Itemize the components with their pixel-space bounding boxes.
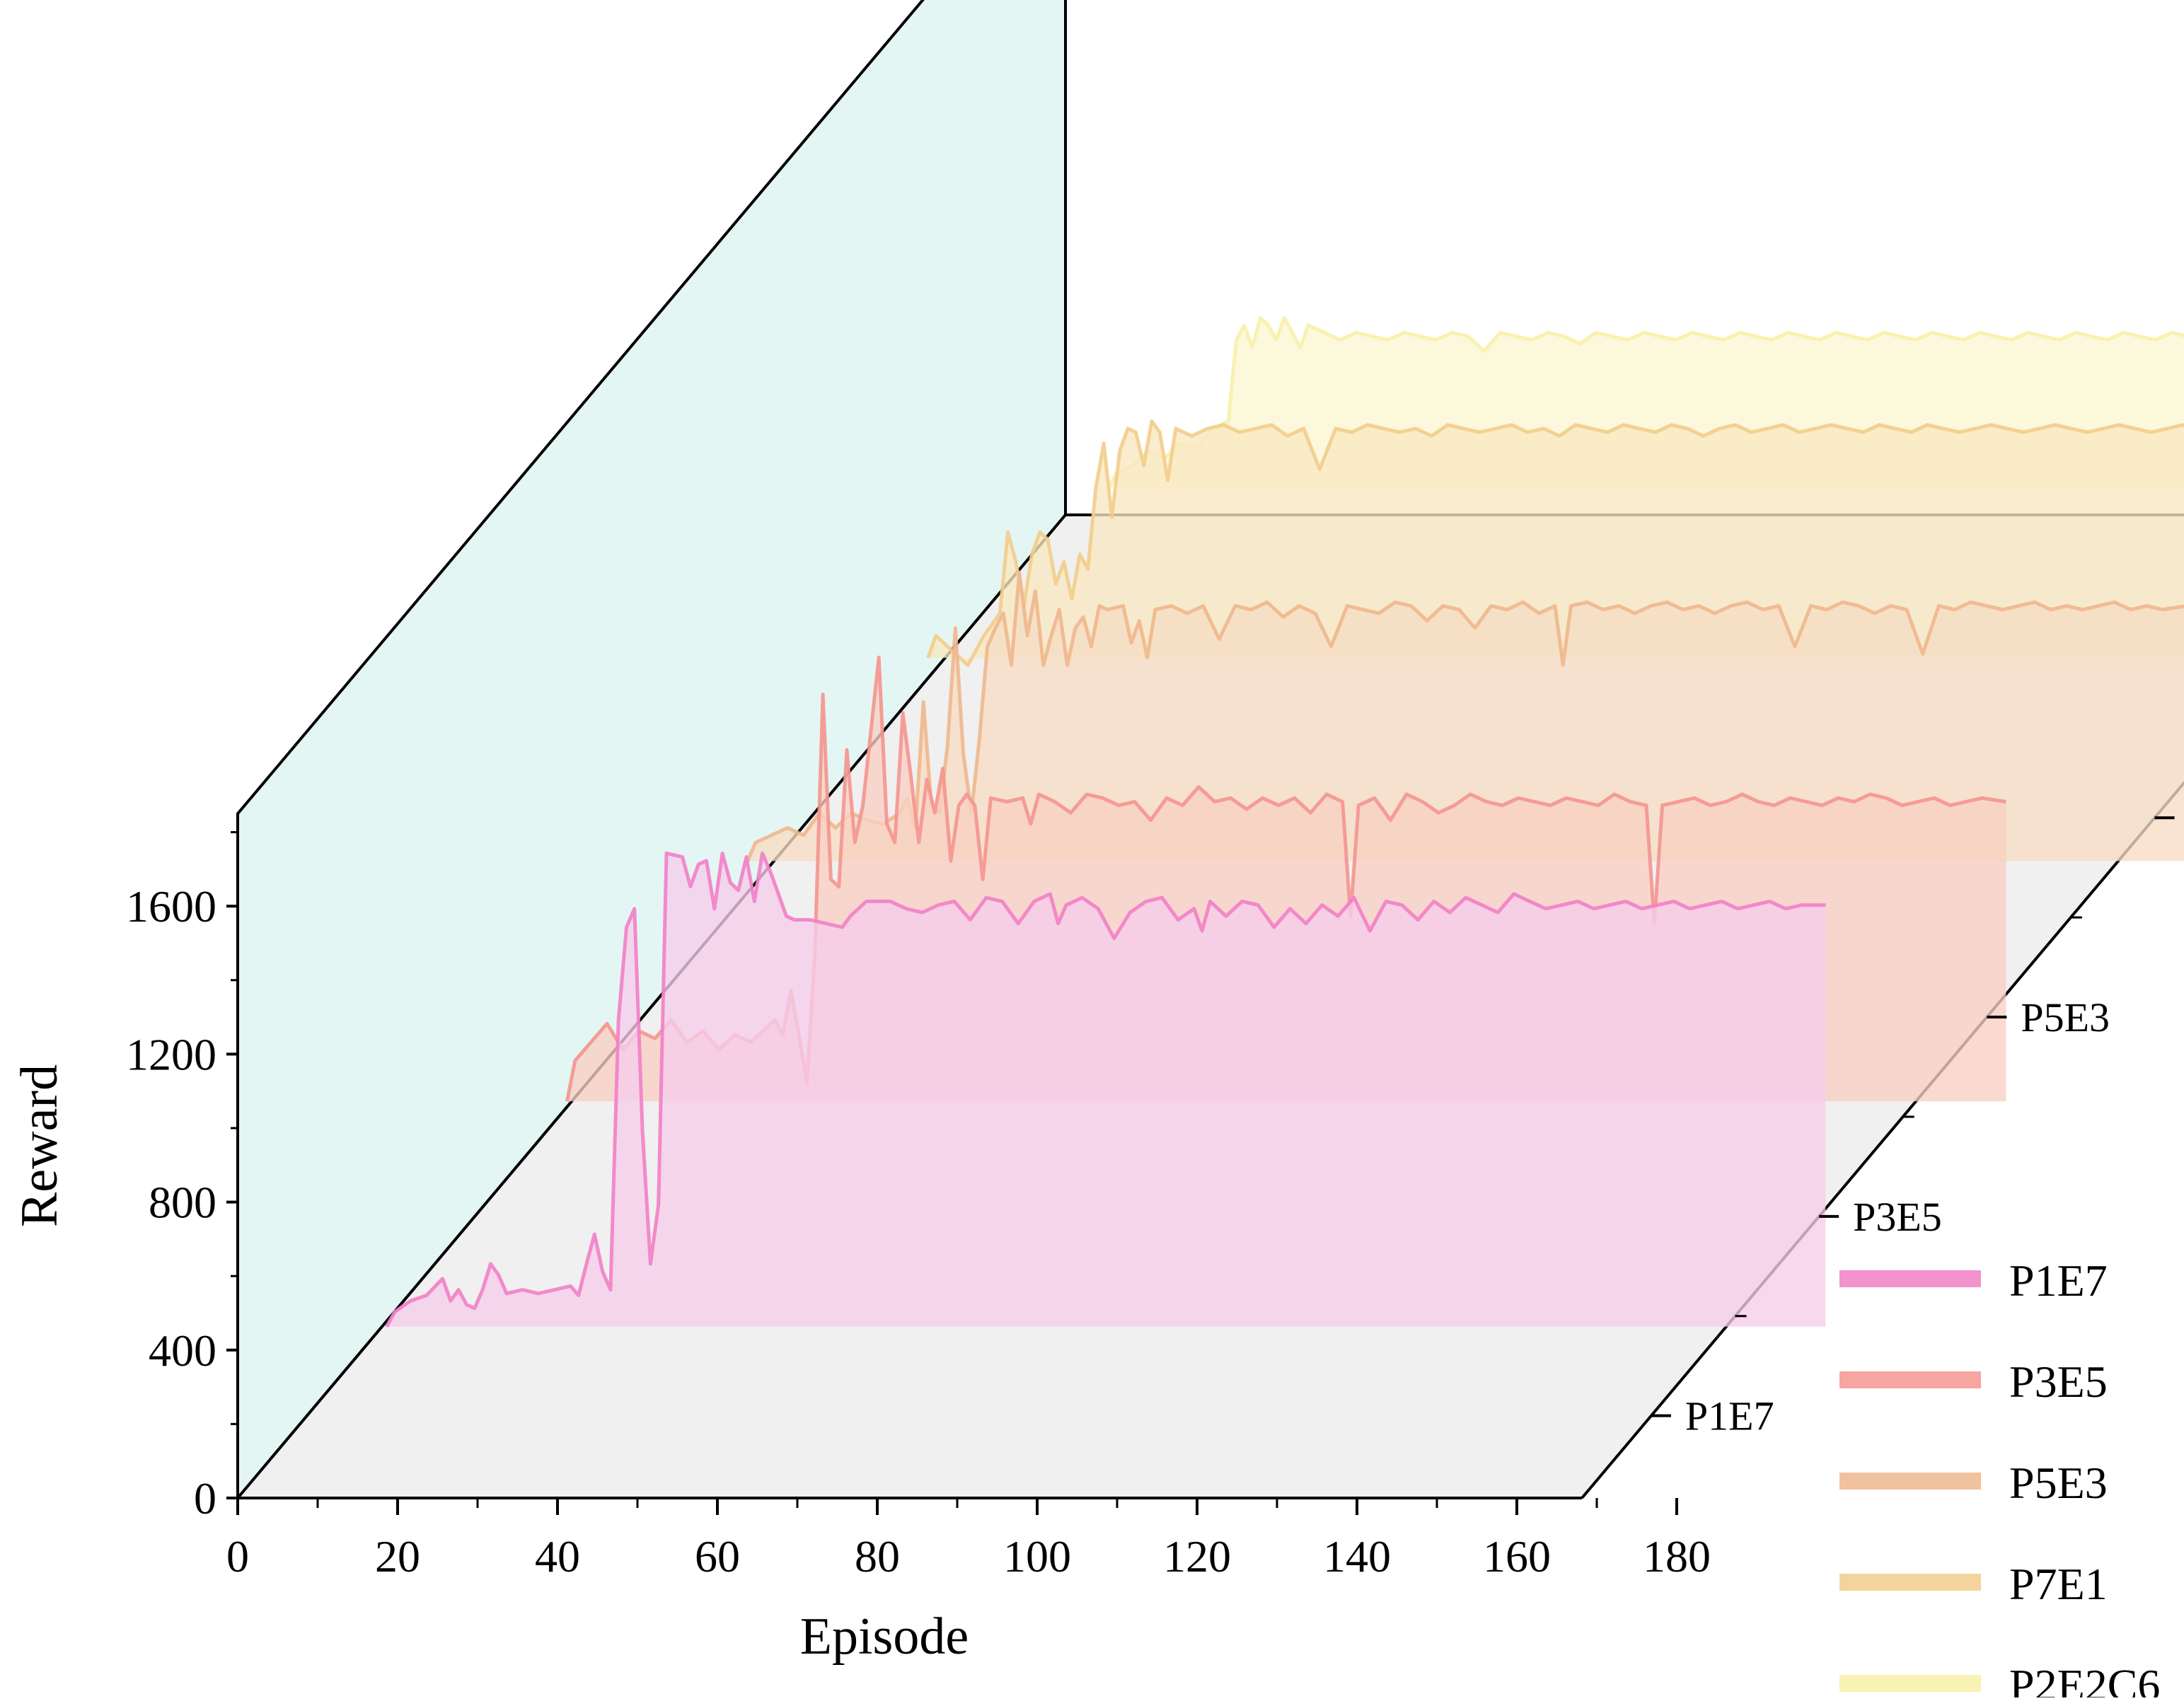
depth-tick-label: P5E3 xyxy=(2021,994,2110,1040)
y-tick-label: 1600 xyxy=(126,881,216,931)
legend-item-P3E5: P3E5 xyxy=(1839,1357,2108,1407)
legend-label: P2E2C6 xyxy=(2009,1660,2160,1697)
legend-label: P1E7 xyxy=(2009,1255,2108,1306)
x-tick-label: 60 xyxy=(695,1531,740,1581)
legend-item-P5E3: P5E3 xyxy=(1839,1458,2108,1508)
y-axis-label: Reward xyxy=(11,1064,69,1227)
y-tick-label: 0 xyxy=(194,1473,216,1523)
depth-tick-label: P1E7 xyxy=(1685,1393,1774,1439)
x-tick-label: 100 xyxy=(1003,1531,1071,1581)
legend-item-P7E1: P7E1 xyxy=(1839,1559,2108,1609)
x-tick-label: 0 xyxy=(226,1531,249,1581)
legend-item-P1E7: P1E7 xyxy=(1839,1255,2108,1306)
legend-item-P2E2C6: P2E2C6 xyxy=(1839,1660,2160,1697)
y-tick-label: 1200 xyxy=(126,1029,216,1079)
x-tick-label: 120 xyxy=(1163,1531,1231,1581)
x-tick-label: 80 xyxy=(855,1531,900,1581)
y-tick-label: 400 xyxy=(149,1325,216,1376)
x-tick-label: 140 xyxy=(1323,1531,1391,1581)
x-tick-label: 160 xyxy=(1483,1531,1551,1581)
legend-label: P7E1 xyxy=(2009,1559,2108,1609)
x-tick-label: 20 xyxy=(375,1531,420,1581)
x-tick-label: 180 xyxy=(1643,1531,1711,1581)
legend-label: P3E5 xyxy=(2009,1357,2108,1407)
x-axis-label: Episode xyxy=(800,1608,969,1666)
legend: P1E7 P3E5 P5E3 P7E1 P2E2C6 xyxy=(1839,1255,2160,1697)
x-tick-label: 40 xyxy=(535,1531,580,1581)
y-tick-label: 800 xyxy=(149,1178,216,1228)
legend-label: P5E3 xyxy=(2009,1458,2108,1508)
depth-tick-label: P3E5 xyxy=(1853,1194,1942,1240)
